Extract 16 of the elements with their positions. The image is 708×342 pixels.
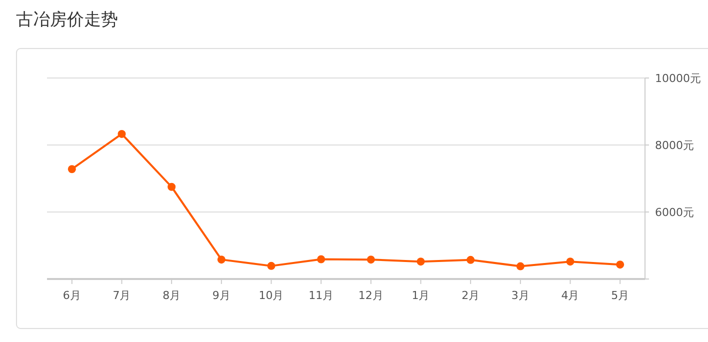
xtick: 7月: [112, 289, 131, 302]
xtick: 4月: [561, 289, 580, 302]
xtick: 11月: [308, 289, 334, 302]
ytick: 6000元: [655, 206, 694, 219]
xtick: 1月: [412, 289, 430, 302]
ytick: 8000元: [655, 139, 694, 152]
ytick: 10000元: [655, 72, 701, 85]
xtick: 12月: [358, 289, 384, 302]
title: 古冶房价走势: [16, 10, 118, 30]
xtick: 3月: [511, 289, 530, 302]
xtick: 2月: [462, 289, 480, 302]
xtick: 8月: [162, 289, 181, 302]
xtick: 9月: [212, 289, 230, 302]
xtick: 5月: [611, 289, 630, 302]
xtick: 6月: [62, 289, 81, 302]
xtick: 10月: [258, 289, 284, 302]
